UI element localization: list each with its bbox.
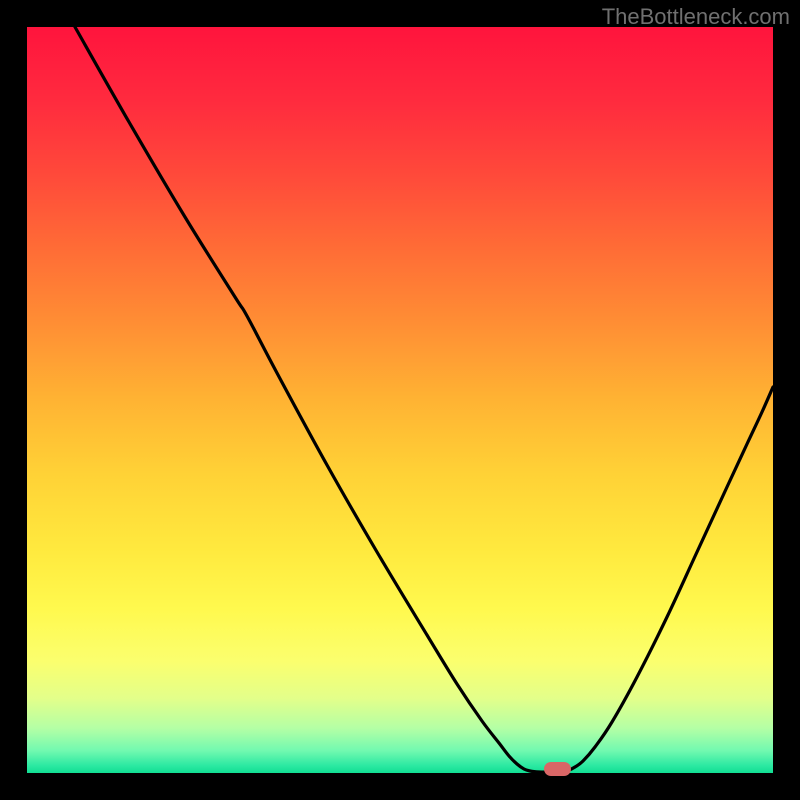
- optimum-marker: [544, 762, 571, 776]
- chart-container: TheBottleneck.com: [0, 0, 800, 800]
- curve-path: [75, 27, 773, 772]
- watermark-text: TheBottleneck.com: [602, 4, 790, 30]
- plot-area: [27, 27, 773, 773]
- bottleneck-curve: [27, 27, 773, 773]
